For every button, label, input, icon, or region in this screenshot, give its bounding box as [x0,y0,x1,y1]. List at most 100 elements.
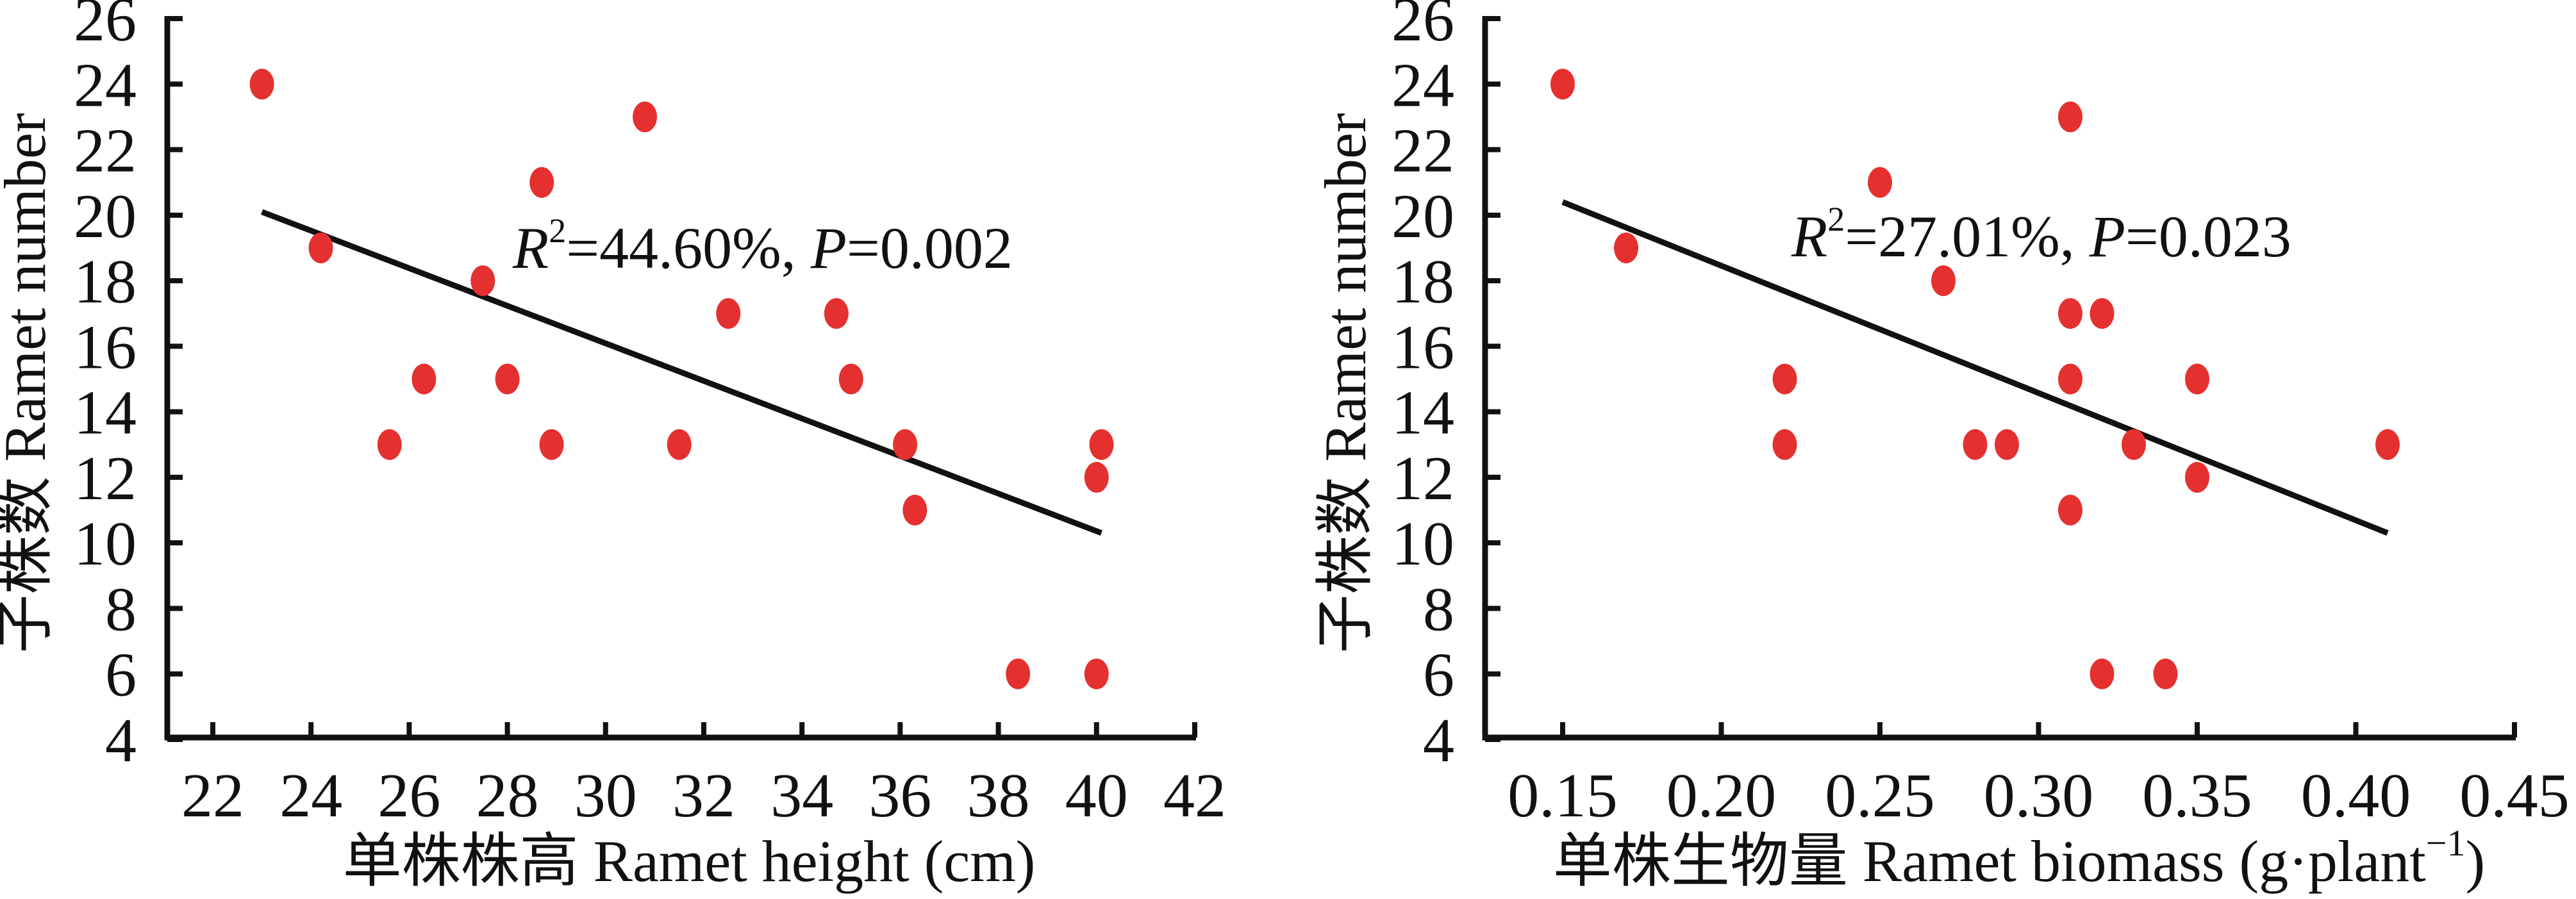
y-tick-label: 26 [74,0,137,54]
x-tick-label: 26 [378,761,440,830]
x-tick-label: 28 [476,761,539,830]
x-tick-label: 0.15 [1508,761,1618,830]
x-tick-label: 0.25 [1825,761,1935,830]
data-point [824,298,849,329]
y-axis-title: 子株数 Ramet number [0,113,58,653]
data-point [2375,429,2400,460]
data-point [633,101,658,133]
y-tick-label: 12 [1392,444,1454,513]
data-point [1931,265,1956,297]
x-axis-title: 单株株高 Ramet height (cm) [343,829,1036,894]
data-point [1089,429,1114,460]
x-tick-label: 36 [868,761,931,830]
stats-annotation: R2=44.60%, P=0.002 [512,211,1013,281]
x-tick-label: 0.35 [2142,761,2252,830]
data-point [1006,658,1031,689]
x-tick-label: 30 [574,761,637,830]
y-tick-label: 24 [74,51,137,120]
data-point [411,363,436,395]
y-tick-label: 6 [105,641,137,710]
x-tick-label: 40 [1065,761,1128,830]
data-point [495,363,520,395]
x-axis-title-text: 单株生物量 Ramet biomass (g·plant [1553,829,2426,894]
y-tick-label: 8 [105,575,137,644]
y-tick-label: 4 [1423,706,1454,775]
stats-annotation: R2=27.01%, P=0.023 [1791,200,2291,269]
p-value: =0.023 [2125,204,2291,269]
data-point [2058,363,2082,395]
data-point [1963,429,1988,460]
y-tick-label: 20 [74,182,137,251]
data-point [2153,658,2178,689]
r-squared-value: =44.60%, [566,215,811,281]
y-tick-label: 22 [74,117,137,186]
data-point [2185,363,2209,395]
data-point [1995,429,2019,460]
data-point [2090,298,2115,329]
x-tick-label: 34 [770,761,833,830]
y-tick-label: 6 [1423,641,1454,710]
x-tick-label: 0.45 [2459,761,2570,830]
y-tick-label: 12 [74,444,137,513]
r-squared-superscript: 2 [1827,200,1845,238]
data-point [1772,429,1797,460]
data-point [1550,69,1575,100]
y-tick-label: 18 [1392,247,1454,317]
x-axis-title: 单株生物量 Ramet biomass (g·plant−1) [1553,822,2485,894]
x-tick-label: 0.40 [2301,761,2411,830]
data-point [2058,298,2082,329]
y-tick-label: 14 [74,379,137,448]
p-label: P [810,215,847,281]
x-tick-label: 42 [1163,761,1226,830]
y-tick-label: 22 [1392,117,1454,186]
p-label: P [2089,204,2125,269]
y-tick-label: 8 [1423,575,1454,644]
x-tick-label: 38 [967,761,1030,830]
regression-line [1561,199,2389,536]
x-tick-label: 0.20 [1666,761,1777,830]
y-tick-label: 10 [1392,509,1454,579]
y-tick-label: 20 [1392,182,1454,251]
r-squared-value: =27.01%, [1845,204,2090,269]
data-point [893,429,918,460]
x-tick-label: 22 [181,761,244,830]
x-tick-label: 24 [279,761,342,830]
data-point [667,429,692,460]
data-point [1868,167,1892,198]
y-tick-label: 26 [1392,0,1454,54]
x-tick-label: 32 [672,761,735,830]
data-point [529,167,554,198]
data-point [2122,429,2146,460]
y-tick-label: 16 [74,313,137,382]
data-point [539,429,564,460]
x-axis-title-text: 单株株高 Ramet height (cm) [343,829,1036,894]
r-squared-label: R [512,215,549,281]
r-squared-superscript: 2 [549,211,566,250]
y-tick-label: 24 [1392,51,1454,120]
r-squared-label: R [1791,204,1827,269]
data-point [838,363,863,395]
data-point [249,69,274,100]
y-tick-label: 18 [74,247,137,317]
data-point [1084,461,1109,493]
data-point [902,495,927,526]
data-point [1084,658,1109,689]
y-tick-label: 4 [105,706,137,775]
x-axis-title-superscript: −1 [2426,822,2466,864]
data-point [2090,658,2115,689]
data-point [2058,101,2082,133]
y-tick-label: 14 [1392,379,1454,448]
y-tick-label: 10 [74,509,137,579]
p-value: =0.002 [847,215,1013,281]
data-point [1614,232,1638,263]
data-point [2185,461,2209,493]
regression-line [260,209,1103,536]
data-point [716,298,741,329]
x-tick-label: 0.30 [1984,761,2094,830]
x-axis-title-close: ) [2466,829,2486,894]
y-tick-label: 16 [1392,313,1454,382]
data-point [308,232,333,263]
